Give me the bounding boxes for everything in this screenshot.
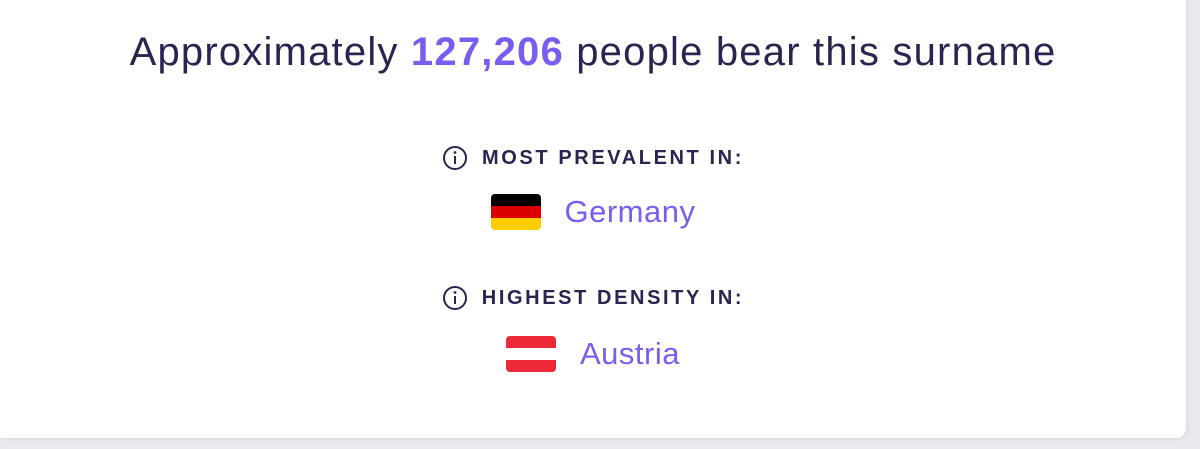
flag-stripe <box>490 206 541 218</box>
flag-stripe <box>506 348 556 360</box>
flag-stripe <box>506 336 556 348</box>
austria-flag-icon <box>506 336 556 372</box>
most-prevalent-label-row: MOST PREVALENT IN: <box>0 145 1186 171</box>
bearer-count: 127,206 <box>410 30 564 74</box>
headline-prefix: Approximately <box>129 30 411 74</box>
germany-flag-icon <box>490 194 541 230</box>
highest-density-label-row: HIGHEST DENSITY IN: <box>0 285 1186 311</box>
most-prevalent-country-name[interactable]: Germany <box>564 194 696 229</box>
highest-density-label: HIGHEST DENSITY IN: <box>481 286 745 309</box>
flag-stripe <box>490 194 541 206</box>
most-prevalent-country[interactable]: Germany <box>0 194 1186 230</box>
headline-suffix: people bear this surname <box>563 30 1057 74</box>
flag-stripe <box>490 218 541 230</box>
flag-stripe <box>506 360 556 372</box>
most-prevalent-label: MOST PREVALENT IN: <box>482 146 744 169</box>
highest-density-country-name[interactable]: Austria <box>580 336 680 371</box>
info-icon[interactable] <box>442 145 468 171</box>
surname-stats-card: Approximately 127,206 people bear this s… <box>0 0 1186 438</box>
highest-density-country[interactable]: Austria <box>0 336 1186 372</box>
surname-count-headline: Approximately 127,206 people bear this s… <box>0 30 1186 75</box>
info-icon[interactable] <box>442 285 468 311</box>
